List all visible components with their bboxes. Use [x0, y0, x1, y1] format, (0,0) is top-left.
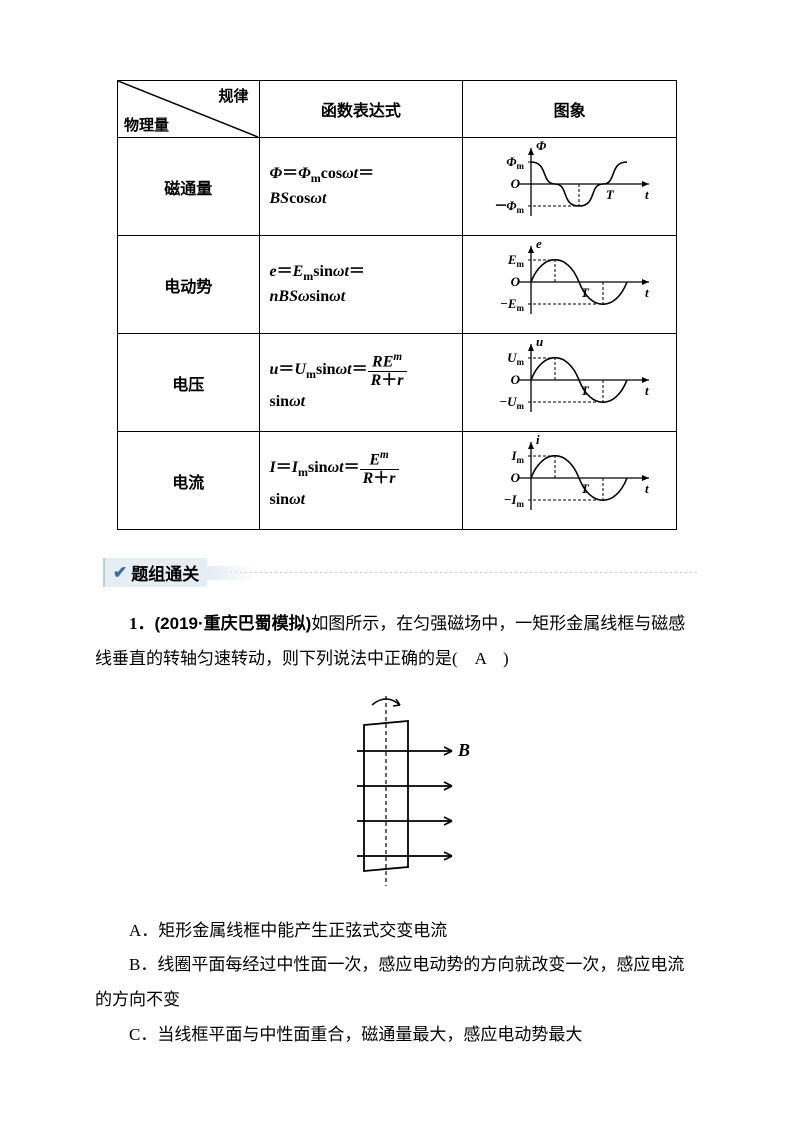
check-icon: ✔: [113, 563, 127, 583]
q1-answer: A: [475, 649, 486, 668]
col-graph-header: 图象: [463, 81, 677, 138]
row-formula: e＝Emsinωt＝nBSωsinωt: [259, 236, 463, 334]
diag-header: 规律 物理量: [118, 81, 260, 138]
svg-text:O: O: [510, 176, 520, 191]
svg-text:T: T: [605, 187, 614, 202]
svg-text:O: O: [510, 372, 520, 387]
row-name: 电动势: [118, 236, 260, 334]
svg-text:u: u: [536, 334, 543, 349]
svg-text:O: O: [510, 274, 520, 289]
row-formula: I＝Imsinωt＝EmR＋rsinωt: [259, 432, 463, 530]
col-formula-header: 函数表达式: [259, 81, 463, 138]
row-graph: e Em −Em O T t: [463, 236, 677, 334]
svg-text:T: T: [581, 285, 590, 300]
q1-stem2: ): [486, 649, 509, 668]
svg-text:T: T: [581, 383, 590, 398]
svg-text:Im: Im: [510, 448, 524, 465]
q1-source: (2019·重庆巴蜀模拟): [155, 614, 312, 633]
q1-figure: B: [95, 691, 699, 904]
physics-table: 规律 物理量 函数表达式 图象 磁通量Φ＝Φmcosωt＝BScosωt Φ Φ…: [117, 80, 677, 530]
svg-text:−Im: −Im: [503, 492, 524, 509]
row-graph: i Im −Im O T t: [463, 432, 677, 530]
svg-text:Um: Um: [507, 350, 524, 367]
q1-number: 1．: [129, 614, 155, 633]
svg-text:t: t: [645, 187, 649, 202]
svg-text:i: i: [536, 432, 540, 447]
row-formula: Φ＝Φmcosωt＝BScosωt: [259, 138, 463, 236]
svg-text:Φ: Φ: [536, 138, 547, 153]
diag-top-label: 规律: [218, 85, 248, 106]
svg-text:－Φm: －Φm: [493, 198, 524, 215]
row-formula: u＝Umsinωt＝REmR＋rsinωt: [259, 334, 463, 432]
svg-text:e: e: [536, 236, 542, 251]
question-1: 1．(2019·重庆巴蜀模拟)如图所示，在匀强磁场中，一矩形金属线框与磁感线垂直…: [95, 607, 699, 1053]
svg-text:Φm: Φm: [506, 154, 524, 171]
svg-text:−Um: −Um: [499, 394, 524, 411]
svg-text:t: t: [645, 481, 649, 496]
row-name: 磁通量: [118, 138, 260, 236]
row-name: 电压: [118, 334, 260, 432]
row-graph: u Um −Um O T t: [463, 334, 677, 432]
section-banner: ✔题组通关: [103, 558, 699, 587]
svg-text:t: t: [645, 383, 649, 398]
svg-text:T: T: [581, 481, 590, 496]
diag-bottom-label: 物理量: [124, 114, 169, 135]
q1-optA: A．矩形金属线框中能产生正弦式交变电流: [95, 914, 699, 949]
q1-optC: C．当线框平面与中性面重合，磁通量最大，感应电动势最大: [95, 1018, 699, 1053]
banner-text: 题组通关: [131, 560, 199, 585]
svg-text:−Em: −Em: [500, 296, 525, 313]
svg-text:O: O: [510, 470, 520, 485]
B-label: B: [457, 740, 470, 760]
svg-text:Em: Em: [506, 252, 524, 269]
q1-optB: B．线圈平面每经过中性面一次，感应电动势的方向就改变一次，感应电流的方向不变: [95, 948, 699, 1018]
svg-text:t: t: [645, 285, 649, 300]
row-graph: Φ Φm －Φm O T t: [463, 138, 677, 236]
row-name: 电流: [118, 432, 260, 530]
